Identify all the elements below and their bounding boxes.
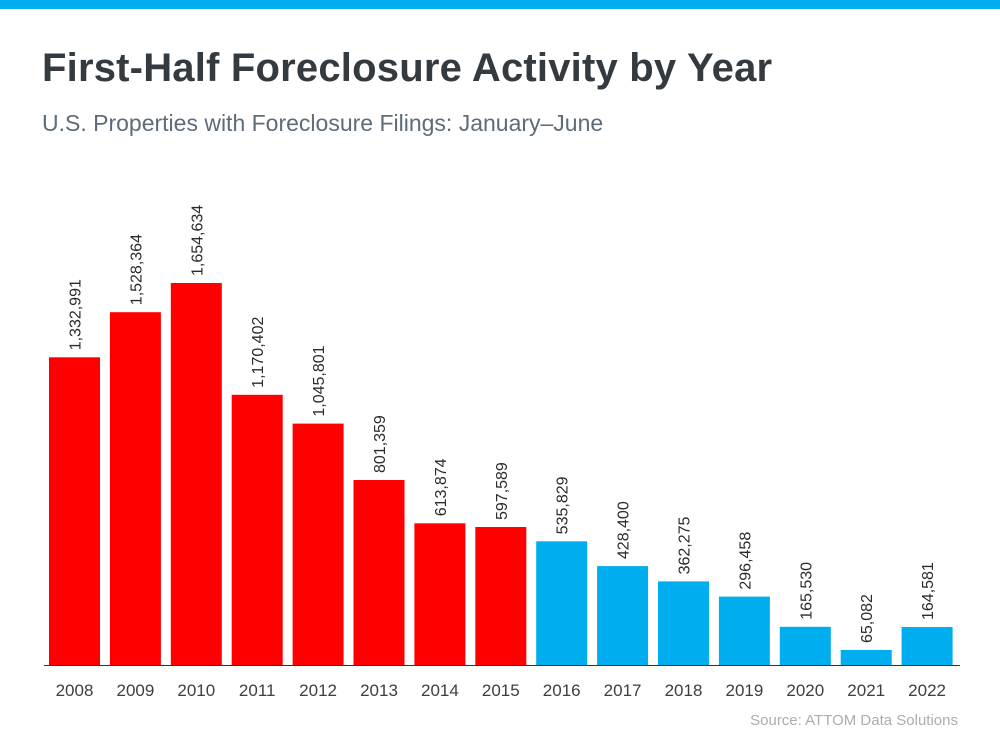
x-tick-label-2018: 2018 <box>665 681 703 700</box>
value-label-2012: 1,045,801 <box>311 345 328 416</box>
top-accent-bar <box>0 0 1000 9</box>
value-label-2015: 597,589 <box>494 462 511 520</box>
x-tick-label-2010: 2010 <box>177 681 215 700</box>
chart-subtitle: U.S. Properties with Foreclosure Filings… <box>42 110 604 136</box>
value-label-2019: 296,458 <box>737 532 754 590</box>
value-label-2014: 613,874 <box>433 458 450 516</box>
x-tick-label-2009: 2009 <box>116 681 154 700</box>
value-labels-group: 1,332,991 1,528,364 1,654,634 1,170,402 1,04… <box>68 205 938 643</box>
source-note: Source: ATTOM Data Solutions <box>750 712 958 729</box>
x-tick-label-2017: 2017 <box>604 681 642 700</box>
x-tick-label-2008: 2008 <box>56 681 94 700</box>
value-label-2021: 65,082 <box>859 594 876 643</box>
value-label-2011: 1,170,402 <box>250 317 267 388</box>
bar-2015 <box>475 527 527 665</box>
x-tick-label-2020: 2020 <box>786 681 824 700</box>
bar-2010 <box>170 283 222 665</box>
bars-group <box>49 283 953 665</box>
chart-title: First-Half Foreclosure Activity by Year <box>42 46 773 90</box>
bar-2009 <box>109 312 161 665</box>
bar-2018 <box>658 581 709 665</box>
value-label-2022: 164,581 <box>920 562 937 620</box>
bar-2011 <box>231 394 283 665</box>
bar-2012 <box>292 423 344 665</box>
value-label-2009: 1,528,364 <box>128 234 145 305</box>
x-tick-label-2015: 2015 <box>482 681 520 700</box>
bar-2017 <box>597 566 649 665</box>
bar-2016 <box>536 541 588 665</box>
bar-2008 <box>49 357 100 665</box>
bar-2019 <box>718 596 770 665</box>
x-tick-labels-group: 2008 2009 2010 2011 2012 2013 2014 2015 2016 2017… <box>56 681 946 700</box>
x-tick-label-2014: 2014 <box>421 681 459 700</box>
x-tick-label-2011: 2011 <box>239 681 276 700</box>
bar-2014 <box>414 523 466 665</box>
x-tick-label-2021: 2021 <box>847 681 885 700</box>
bar-2020 <box>779 626 831 665</box>
value-label-2020: 165,530 <box>798 562 815 620</box>
value-label-2016: 535,829 <box>555 476 572 534</box>
value-label-2010: 1,654,634 <box>189 205 206 276</box>
value-label-2008: 1,332,991 <box>68 279 85 350</box>
x-tick-label-2013: 2013 <box>360 681 398 700</box>
x-tick-label-2012: 2012 <box>299 681 337 700</box>
value-label-2013: 801,359 <box>372 415 389 473</box>
bar-2021 <box>840 650 892 665</box>
x-tick-label-2016: 2016 <box>543 681 581 700</box>
value-label-2018: 362,275 <box>677 516 694 574</box>
x-tick-label-2019: 2019 <box>725 681 763 700</box>
bar-2013 <box>353 480 405 665</box>
bar-2022 <box>901 627 953 665</box>
x-tick-label-2022: 2022 <box>908 681 946 700</box>
value-label-2017: 428,400 <box>616 501 633 559</box>
